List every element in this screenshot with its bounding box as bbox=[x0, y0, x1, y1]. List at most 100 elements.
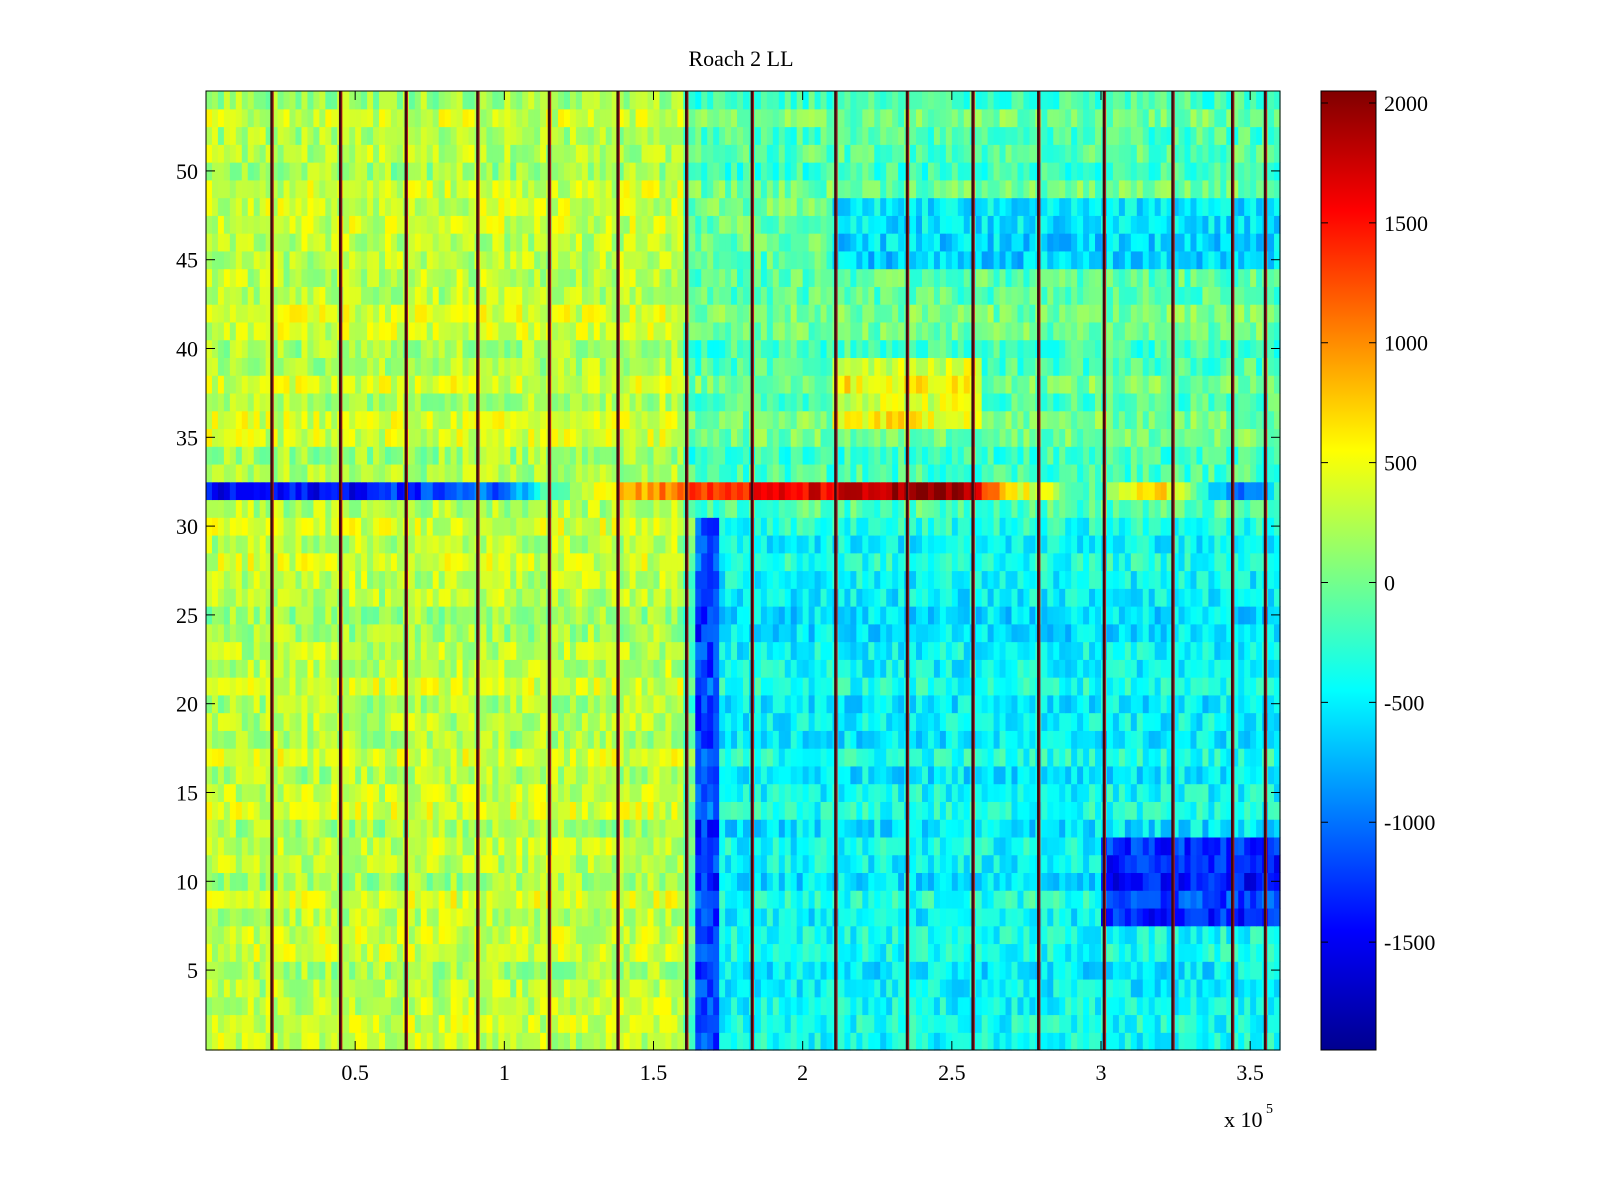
heatmap-cell bbox=[701, 819, 708, 838]
heatmap-cell bbox=[528, 606, 535, 625]
heatmap-cell bbox=[408, 836, 416, 856]
heatmap-cell bbox=[575, 996, 583, 1016]
heatmap-cell bbox=[534, 1014, 541, 1033]
heatmap-cell bbox=[462, 730, 470, 749]
heatmap-cell bbox=[874, 1032, 881, 1051]
heatmap-cell bbox=[892, 641, 899, 660]
heatmap-cell bbox=[617, 570, 625, 589]
heatmap-cell bbox=[516, 854, 523, 874]
heatmap-cell bbox=[313, 978, 320, 998]
heatmap-cell bbox=[719, 907, 726, 927]
heatmap-cell bbox=[229, 907, 237, 927]
heatmap-cell bbox=[408, 623, 416, 643]
heatmap-cell bbox=[677, 730, 684, 749]
heatmap-cell bbox=[379, 659, 386, 678]
heatmap-cell bbox=[671, 1032, 678, 1051]
heatmap-cell bbox=[492, 712, 499, 731]
heatmap-cell bbox=[343, 943, 350, 962]
heatmap-cell bbox=[1238, 783, 1245, 802]
heatmap-cell bbox=[856, 961, 863, 980]
heatmap-cell bbox=[1214, 836, 1221, 856]
heatmap-cell bbox=[754, 1032, 762, 1051]
heatmap-cell bbox=[611, 641, 619, 660]
heatmap-cell bbox=[1029, 694, 1036, 714]
heatmap-cell bbox=[1041, 765, 1048, 785]
heatmap-cell bbox=[713, 996, 720, 1016]
heatmap-cell bbox=[1220, 872, 1227, 891]
heatmap-cell bbox=[569, 659, 577, 678]
heatmap-cell bbox=[450, 694, 458, 714]
heatmap-cell bbox=[719, 961, 726, 980]
heatmap-cell bbox=[432, 836, 440, 856]
heatmap-cell bbox=[1178, 765, 1186, 785]
heatmap-cell bbox=[408, 606, 416, 625]
heatmap-cell bbox=[229, 570, 237, 589]
heatmap-cell bbox=[838, 730, 846, 749]
heatmap-cell bbox=[319, 552, 326, 572]
heatmap-cell bbox=[1106, 588, 1114, 607]
heatmap-cell bbox=[999, 801, 1007, 820]
heatmap-cell bbox=[725, 712, 732, 731]
heatmap-cell bbox=[1208, 996, 1215, 1016]
heatmap-cell bbox=[1059, 730, 1066, 749]
heatmap-cell bbox=[766, 623, 774, 643]
heatmap-cell bbox=[1244, 996, 1251, 1016]
heatmap-cell bbox=[814, 641, 822, 660]
heatmap-cell bbox=[283, 943, 291, 962]
heatmap-cell bbox=[307, 677, 314, 696]
heatmap-cell bbox=[1244, 765, 1251, 785]
heatmap-cell bbox=[331, 783, 338, 802]
heatmap-cell bbox=[1053, 854, 1060, 874]
heatmap-cell bbox=[737, 854, 744, 874]
heatmap-cell bbox=[1047, 854, 1054, 874]
heatmap-cell bbox=[1106, 978, 1114, 998]
heatmap-cell bbox=[1029, 872, 1036, 891]
heatmap-cell bbox=[754, 819, 762, 838]
heatmap-cell bbox=[1065, 836, 1072, 856]
heatmap-cell bbox=[343, 783, 350, 802]
heatmap-cell bbox=[665, 996, 672, 1016]
heatmap-cell bbox=[1268, 925, 1275, 945]
heatmap-cell bbox=[731, 783, 738, 802]
heatmap-cell bbox=[886, 606, 893, 625]
heatmap-cell bbox=[599, 943, 607, 962]
heatmap-cell bbox=[1047, 677, 1054, 696]
heatmap-cell bbox=[367, 552, 374, 572]
heatmap-cell bbox=[277, 925, 285, 945]
heatmap-cell bbox=[1053, 801, 1060, 820]
heatmap-cell bbox=[1184, 925, 1192, 945]
heatmap-cell bbox=[647, 748, 655, 767]
heatmap-cell bbox=[629, 854, 637, 874]
heatmap-cell bbox=[385, 978, 392, 998]
heatmap-cell bbox=[605, 1032, 613, 1051]
heatmap-cell bbox=[385, 641, 392, 660]
heatmap-cell bbox=[760, 996, 768, 1016]
heatmap-cell bbox=[707, 943, 714, 962]
heatmap-cell bbox=[1250, 890, 1257, 909]
heatmap-cell bbox=[295, 890, 303, 909]
heatmap-cell bbox=[856, 854, 863, 874]
heatmap-cell bbox=[808, 641, 816, 660]
heatmap-cell bbox=[933, 641, 941, 660]
heatmap-cell bbox=[450, 659, 458, 678]
heatmap-cell bbox=[564, 925, 571, 945]
heatmap-cell bbox=[868, 765, 875, 785]
heatmap-cell bbox=[528, 712, 535, 731]
heatmap-cell bbox=[283, 694, 291, 714]
heatmap-cell bbox=[1196, 1032, 1204, 1051]
heatmap-cell bbox=[629, 836, 637, 856]
heatmap-cell bbox=[1136, 961, 1144, 980]
heatmap-cell bbox=[868, 890, 875, 909]
heatmap-cell bbox=[486, 836, 493, 856]
heatmap-cell bbox=[396, 890, 404, 909]
heatmap-cell bbox=[993, 694, 1001, 714]
heatmap-cell bbox=[987, 961, 995, 980]
heatmap-cell bbox=[1238, 570, 1245, 589]
heatmap-cell bbox=[1053, 606, 1060, 625]
heatmap-cell bbox=[295, 623, 303, 643]
heatmap-cell bbox=[1106, 783, 1114, 802]
heatmap-cell bbox=[826, 677, 834, 696]
heatmap-cell bbox=[1250, 961, 1257, 980]
heatmap-cell bbox=[301, 606, 309, 625]
heatmap-cell bbox=[599, 854, 607, 874]
